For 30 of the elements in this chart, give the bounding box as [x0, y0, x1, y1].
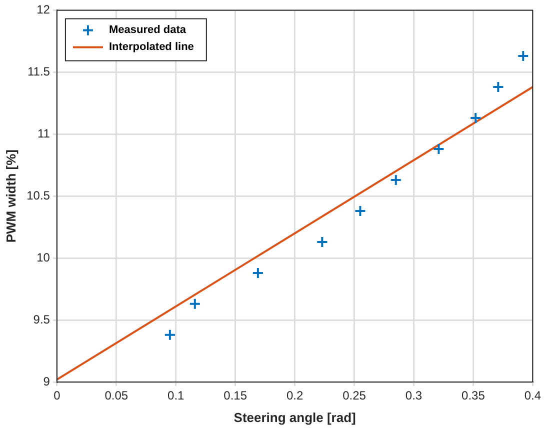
x-tick-label: 0.3 [405, 388, 422, 403]
y-tick-label: 11 [37, 126, 50, 140]
y-tick-label: 12 [36, 2, 50, 17]
x-tick-label: 0 [54, 388, 61, 403]
point [164, 328, 176, 341]
y-tick-label: 9 [43, 374, 50, 388]
x-tick-label: 0.05 [104, 388, 128, 403]
point [354, 204, 366, 217]
x-tick-label: 0.25 [342, 388, 366, 403]
y-axis-title: PWM width [%] [3, 150, 18, 243]
point [390, 174, 402, 186]
legend-label: Interpolated line [108, 41, 194, 54]
y-tick-label: 9.5 [33, 312, 50, 326]
point [432, 143, 445, 156]
point [188, 298, 201, 310]
x-tick-label: 0.35 [462, 388, 486, 403]
point [470, 112, 482, 124]
point [517, 50, 530, 62]
legend-label: Measured data [108, 24, 187, 36]
point [316, 236, 328, 248]
x-tick-label: 0.15 [224, 388, 248, 403]
y-tick-label: 11.5 [27, 64, 50, 78]
y-tick-label: 10.5 [26, 188, 50, 202]
y-tick-label: 10 [36, 250, 50, 264]
x-axis-title: Steering angle [rad] [234, 410, 356, 425]
x-tick-label: 0.4 [524, 388, 542, 403]
x-tick-label: 0.2 [286, 388, 304, 403]
point [492, 81, 504, 94]
point [252, 266, 264, 279]
x-tick-label: 0.1 [168, 388, 185, 403]
